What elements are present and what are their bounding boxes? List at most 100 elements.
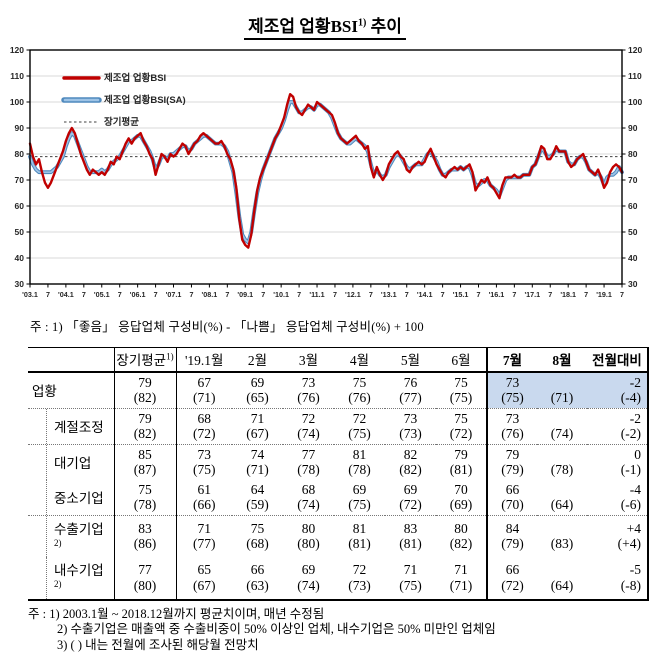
y-tick-label: 40	[628, 253, 638, 263]
table-cell: 61(66)	[176, 480, 232, 516]
footnote-line: 3) ( ) 내는 전월에 조사된 해당월 전망치	[28, 638, 650, 653]
row-label: 계절조정	[28, 408, 114, 444]
table-row: 내수기업2)77(80)65(67)66(63)69(74)72(73)71(7…	[28, 557, 648, 600]
page-title: 제조업 업황BSI1) 추이	[0, 12, 650, 40]
y-tick-label: 110	[10, 71, 24, 81]
table-cell: -5(-8)	[587, 557, 648, 600]
table-cell: (64)	[537, 480, 587, 516]
x-tick-label: 7	[584, 290, 588, 299]
x-tick-label: '05.1	[94, 290, 110, 299]
table-cell: 77(78)	[283, 444, 334, 480]
x-tick-label: '09.1	[237, 290, 253, 299]
table-cell: 79(79)	[487, 444, 537, 480]
table-cell: 69(65)	[232, 372, 283, 409]
row-label: 대기업	[28, 444, 114, 480]
table-cell: 77(80)	[114, 557, 176, 600]
y-tick-label: 90	[15, 123, 25, 133]
table-cell: 69(74)	[283, 557, 334, 600]
x-tick-label: 7	[118, 290, 122, 299]
x-tick-label: '06.1	[130, 290, 146, 299]
table-cell: 73(73)	[385, 408, 436, 444]
chart-footnote: 주 : 1) 「좋음」 응답업체 구성비(%) - 「나쁨」 응답업체 구성비(…	[30, 316, 650, 335]
legend-label: 제조업 업황BSI	[104, 72, 166, 84]
table-cell: 73(76)	[487, 408, 537, 444]
x-tick-label: '14.1	[417, 290, 433, 299]
column-header	[28, 348, 114, 372]
table-cell: 67(71)	[176, 372, 232, 409]
table-footnotes: 주 : 1) 2003.1월 ~ 2018.12월까지 평균치이며, 매년 수정…	[28, 607, 650, 653]
table-cell: 75(72)	[436, 408, 487, 444]
x-tick-label: 7	[82, 290, 86, 299]
table-cell: 80(80)	[283, 515, 334, 557]
x-tick-label: '18.1	[560, 290, 576, 299]
table-cell: (71)	[537, 372, 587, 409]
table-cell: +4(+4)	[587, 515, 648, 557]
table-cell: (78)	[537, 444, 587, 480]
y-tick-label: 120	[628, 45, 642, 55]
x-tick-label: 7	[405, 290, 409, 299]
table-row: 수출기업2)83(86)71(77)75(68)80(80)81(81)83(8…	[28, 515, 648, 557]
x-tick-label: '19.1	[596, 290, 612, 299]
table-cell: 79(82)	[114, 408, 176, 444]
table-cell: -4(-6)	[587, 480, 648, 516]
table-cell: 75(75)	[436, 372, 487, 409]
y-tick-label: 110	[628, 71, 642, 81]
table-cell: 75(78)	[114, 480, 176, 516]
table-cell: 65(67)	[176, 557, 232, 600]
table-cell: (83)	[537, 515, 587, 557]
y-tick-label: 120	[10, 45, 24, 55]
x-tick-label: '13.1	[381, 290, 397, 299]
x-tick-label: 7	[369, 290, 373, 299]
legend-item: 장기평균	[64, 116, 139, 128]
legend-item: 제조업 업황BSI(SA)	[64, 94, 186, 106]
table-cell: 69(75)	[334, 480, 385, 516]
table-cell: -2(-4)	[587, 372, 648, 409]
y-tick-label: 70	[15, 175, 25, 185]
y-tick-label: 60	[15, 201, 25, 211]
x-tick-label: '08.1	[202, 290, 218, 299]
table-cell: 0(-1)	[587, 444, 648, 480]
x-tick-label: '11.1	[309, 290, 324, 299]
table-cell: 68(72)	[176, 408, 232, 444]
table-cell: 81(78)	[334, 444, 385, 480]
y-tick-label: 80	[15, 149, 25, 159]
x-tick-label: 7	[548, 290, 552, 299]
x-tick-label: '07.1	[166, 290, 182, 299]
table-cell: 75(68)	[232, 515, 283, 557]
table-cell: 73(75)	[487, 372, 537, 409]
x-tick-label: 7	[476, 290, 480, 299]
table-cell: 73(75)	[176, 444, 232, 480]
table-cell: (74)	[537, 408, 587, 444]
table-cell: 66(70)	[487, 480, 537, 516]
x-tick-label: 7	[189, 290, 193, 299]
x-tick-label: 7	[512, 290, 516, 299]
table-cell: 69(72)	[385, 480, 436, 516]
column-header: 5월	[385, 348, 436, 372]
y-tick-label: 30	[15, 279, 25, 289]
column-header: 전월대비	[587, 348, 648, 372]
x-tick-label: 7	[297, 290, 301, 299]
row-label: 수출기업2)	[28, 515, 114, 557]
x-tick-label: '15.1	[453, 290, 469, 299]
table-cell: 64(59)	[232, 480, 283, 516]
y-tick-label: 70	[628, 175, 638, 185]
table-cell: 66(72)	[487, 557, 537, 600]
x-tick-label: 7	[620, 290, 624, 299]
row-label: 업황	[28, 372, 114, 409]
table-cell: 72(73)	[334, 557, 385, 600]
table-cell: -2(-2)	[587, 408, 648, 444]
table-cell: 83(81)	[385, 515, 436, 557]
legend-item: 제조업 업황BSI	[64, 72, 166, 84]
row-label: 내수기업2)	[28, 557, 114, 600]
table-cell: 75(76)	[334, 372, 385, 409]
column-header: '19.1월	[176, 348, 232, 372]
table-cell: 85(87)	[114, 444, 176, 480]
x-tick-label: 7	[46, 290, 50, 299]
legend-label: 제조업 업황BSI(SA)	[104, 94, 186, 106]
table-cell: 68(74)	[283, 480, 334, 516]
y-tick-label: 100	[10, 97, 24, 107]
